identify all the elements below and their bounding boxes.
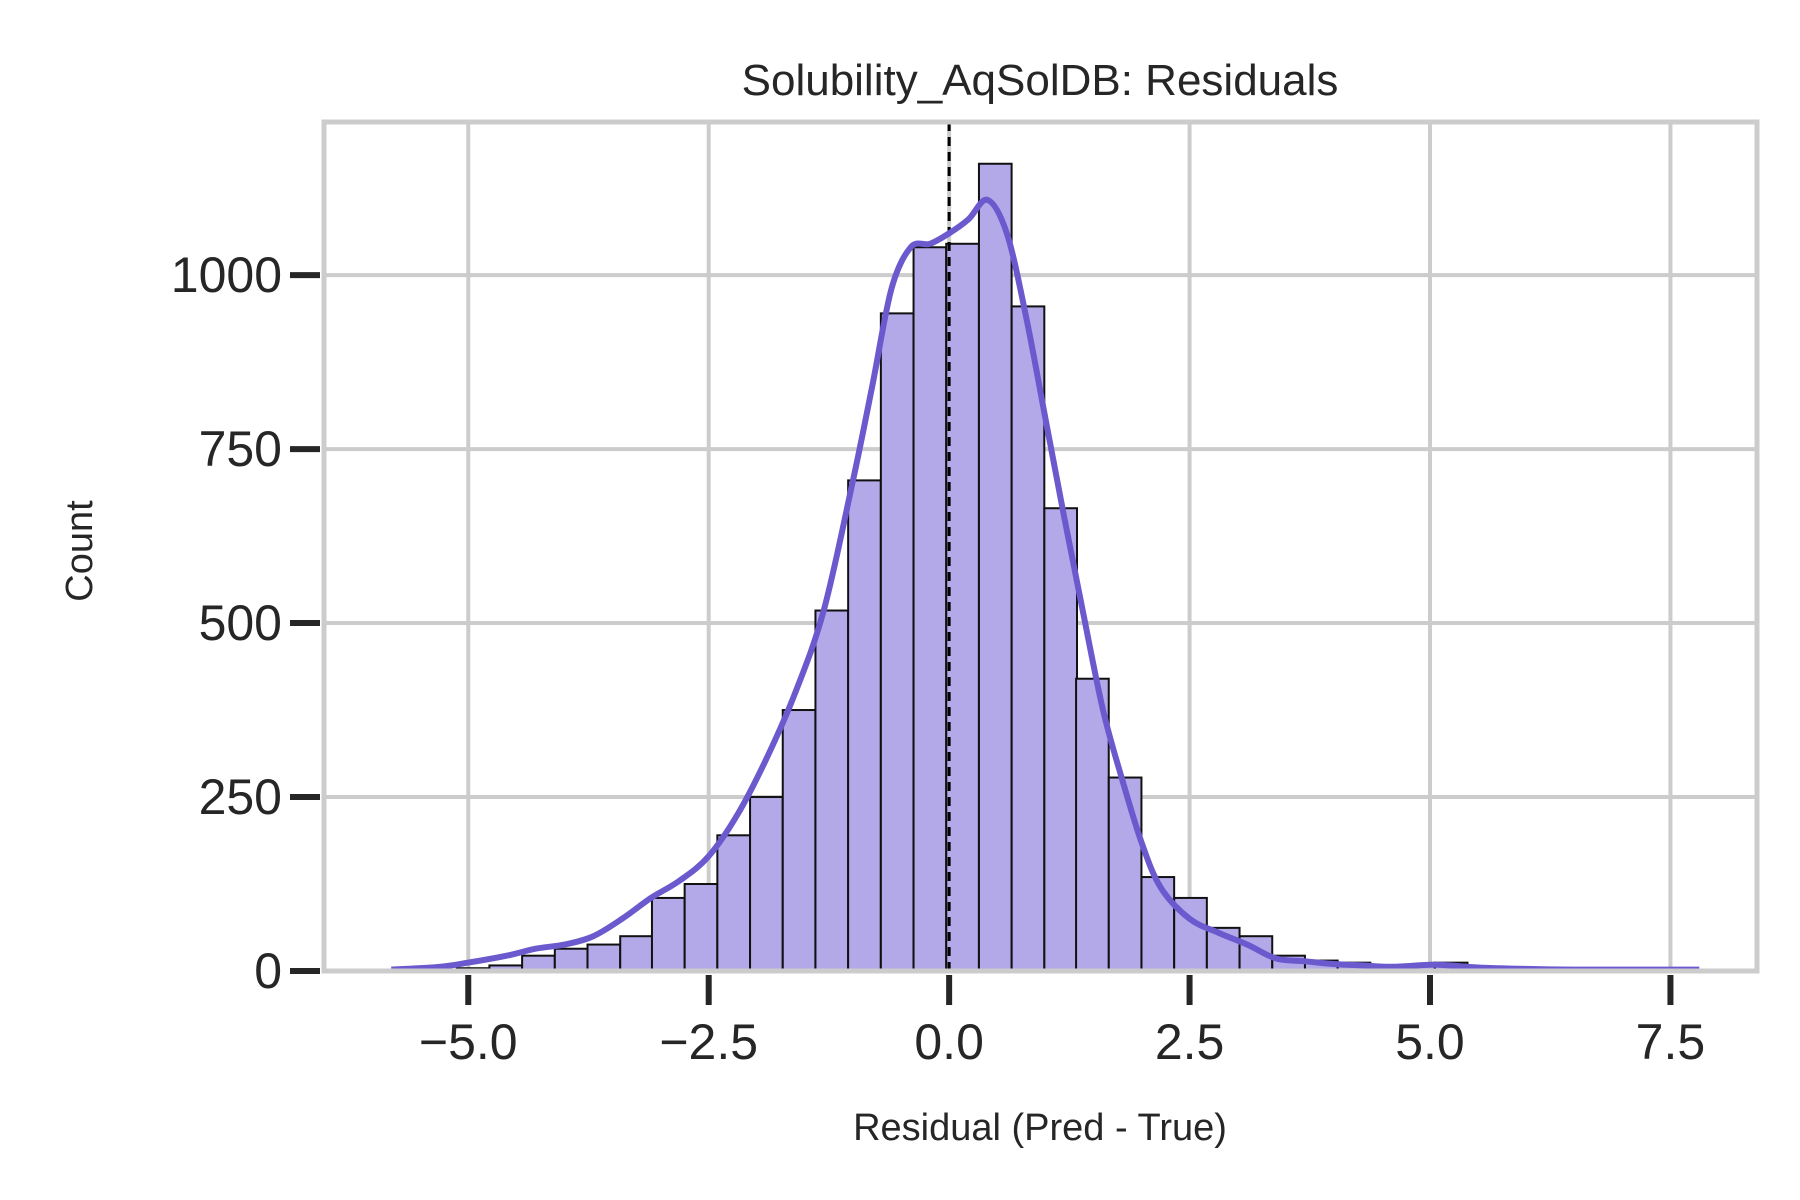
x-tick-label: 0.0 — [914, 1014, 984, 1070]
histogram-bar — [586, 943, 622, 972]
histogram-bar — [1140, 876, 1176, 973]
y-axis-label: Count — [59, 500, 101, 602]
y-tick-label: 500 — [199, 595, 282, 651]
histogram-bar — [847, 479, 882, 972]
histogram-bar — [553, 947, 589, 972]
y-tick-label: 750 — [199, 421, 282, 477]
y-tick-label: 0 — [254, 943, 282, 999]
plot-frame — [321, 119, 1760, 974]
x-tick-label: 2.5 — [1155, 1014, 1225, 1070]
kde-curve — [391, 196, 1700, 973]
histogram-bar — [977, 162, 1013, 973]
x-axis-label: Residual (Pred - True) — [853, 1107, 1227, 1149]
x-tick-label: −2.5 — [659, 1014, 758, 1070]
histogram-bar — [716, 834, 752, 973]
histogram-bar — [650, 896, 686, 972]
histogram-bar — [945, 242, 980, 973]
histogram-bar — [1043, 507, 1079, 972]
histogram-bar — [912, 246, 948, 973]
histogram-bar — [1107, 776, 1143, 973]
x-tick-label: 5.0 — [1395, 1014, 1465, 1070]
histogram-bar — [781, 709, 817, 972]
histogram-bar — [683, 883, 719, 972]
x-tick-label: 7.5 — [1636, 1014, 1706, 1070]
x-tick-label: −5.0 — [419, 1014, 518, 1070]
y-tick-label: 250 — [199, 769, 282, 825]
chart-title: Solubility_AqSolDB: Residuals — [742, 56, 1339, 105]
histogram-bar — [814, 609, 850, 972]
y-tick-label: 1000 — [171, 247, 282, 303]
histogram-bars — [390, 162, 1698, 973]
histogram-bar — [879, 312, 915, 973]
histogram-bar — [619, 935, 654, 972]
histogram-bar — [749, 796, 784, 972]
histogram-bar — [1010, 305, 1046, 972]
axis-ticks: 0 250 500 750 1000 −5.0 −2.5 0.0 2.5 5.0 7.5 — [171, 247, 1705, 1070]
